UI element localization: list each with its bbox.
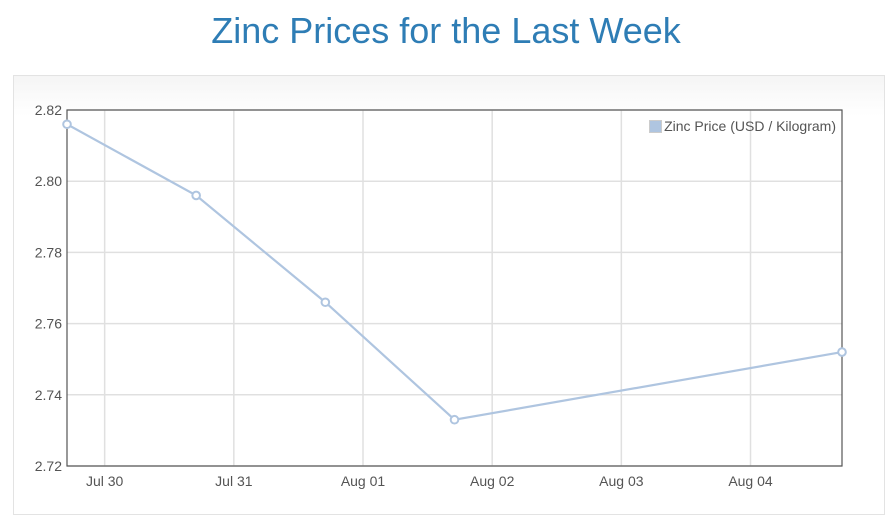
- y-tick-label: 2.72: [35, 458, 62, 474]
- data-point: [837, 347, 847, 357]
- y-tick-label: 2.80: [35, 173, 62, 189]
- x-tick-label: Aug 02: [470, 473, 515, 489]
- legend-label: Zinc Price (USD / Kilogram): [664, 118, 836, 134]
- y-tick-label: 2.82: [35, 102, 62, 118]
- x-tick-label: Aug 03: [599, 473, 644, 489]
- x-tick-label: Jul 30: [86, 473, 124, 489]
- y-tick-label: 2.76: [35, 316, 62, 332]
- data-point: [449, 414, 460, 425]
- x-tick-label: Aug 04: [728, 473, 773, 489]
- y-tick-label: 2.74: [35, 387, 62, 403]
- plot-area: [67, 110, 842, 466]
- data-point: [191, 190, 201, 201]
- legend: Zinc Price (USD / Kilogram): [649, 118, 836, 134]
- data-point: [320, 297, 331, 308]
- legend-swatch: [649, 119, 663, 133]
- x-tick-label: Aug 01: [341, 473, 386, 489]
- plot-border: [66, 109, 843, 467]
- data-point: [62, 119, 72, 130]
- page-title: Zinc Prices for the Last Week: [211, 10, 681, 51]
- y-tick-label: 2.78: [35, 244, 62, 260]
- x-tick-label: Jul 31: [215, 473, 253, 489]
